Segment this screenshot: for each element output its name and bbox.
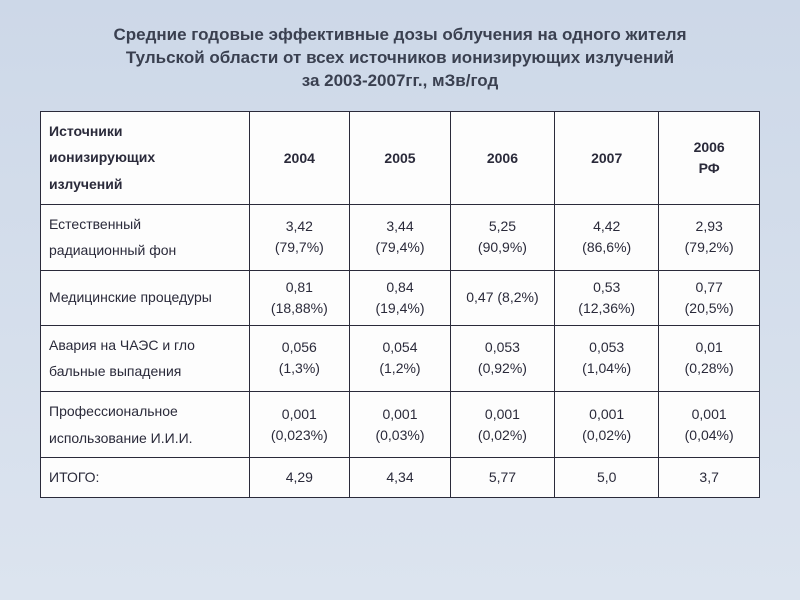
table-row: Медицинские процедуры0,81(18,88%)0,84(19… <box>41 270 760 325</box>
totals-label: ИТОГО: <box>41 458 250 498</box>
totals-cell: 4,29 <box>249 458 350 498</box>
data-cell: 0,001(0,04%) <box>659 391 760 457</box>
data-cell: 0,054(1,2%) <box>350 325 451 391</box>
data-cell: 0,84(19,4%) <box>350 270 451 325</box>
totals-cell: 3,7 <box>659 458 760 498</box>
data-cell: 2,93(79,2%) <box>659 204 760 270</box>
data-cell: 0,77(20,5%) <box>659 270 760 325</box>
table-header-row: Источники ионизирующих излучений 2004 20… <box>41 111 760 204</box>
data-cell: 3,42(79,7%) <box>249 204 350 270</box>
totals-cell: 4,34 <box>350 458 451 498</box>
title-line: за 2003-2007гг., мЗв/год <box>302 71 499 90</box>
data-cell: 0,53(12,36%) <box>555 270 659 325</box>
row-label: Авария на ЧАЭС и глобальные выпадения <box>41 325 250 391</box>
totals-cell: 5,77 <box>450 458 554 498</box>
data-cell: 0,81(18,88%) <box>249 270 350 325</box>
col-2005: 2005 <box>350 111 451 204</box>
totals-cell: 5,0 <box>555 458 659 498</box>
title-line: Средние годовые эффективные дозы облучен… <box>113 25 686 44</box>
data-cell: 0,053(1,04%) <box>555 325 659 391</box>
title-line: Тульской области от всех источников иони… <box>126 48 674 67</box>
col-2006: 2006 <box>450 111 554 204</box>
header-sources: Источники ионизирующих излучений <box>41 111 250 204</box>
data-cell: 0,01(0,28%) <box>659 325 760 391</box>
col-2007: 2007 <box>555 111 659 204</box>
table-row: Профессиональноеиспользование И.И.И.0,00… <box>41 391 760 457</box>
slide: Средние годовые эффективные дозы облучен… <box>0 0 800 600</box>
data-cell: 0,001(0,023%) <box>249 391 350 457</box>
data-cell: 3,44(79,4%) <box>350 204 451 270</box>
totals-row: ИТОГО:4,294,345,775,03,7 <box>41 458 760 498</box>
col-2004: 2004 <box>249 111 350 204</box>
row-label: Профессиональноеиспользование И.И.И. <box>41 391 250 457</box>
data-cell: 4,42(86,6%) <box>555 204 659 270</box>
data-cell: 0,001(0,03%) <box>350 391 451 457</box>
data-cell: 0,47 (8,2%) <box>450 270 554 325</box>
data-cell: 5,25(90,9%) <box>450 204 554 270</box>
data-cell: 0,001(0,02%) <box>450 391 554 457</box>
table-row: Авария на ЧАЭС и глобальные выпадения0,0… <box>41 325 760 391</box>
dose-table: Источники ионизирующих излучений 2004 20… <box>40 111 760 498</box>
col-2006-rf: 2006 РФ <box>659 111 760 204</box>
data-cell: 0,053(0,92%) <box>450 325 554 391</box>
row-label: Естественныйрадиационный фон <box>41 204 250 270</box>
slide-title: Средние годовые эффективные дозы облучен… <box>40 24 760 93</box>
data-cell: 0,056(1,3%) <box>249 325 350 391</box>
data-cell: 0,001(0,02%) <box>555 391 659 457</box>
table-row: Естественныйрадиационный фон3,42(79,7%)3… <box>41 204 760 270</box>
row-label: Медицинские процедуры <box>41 270 250 325</box>
